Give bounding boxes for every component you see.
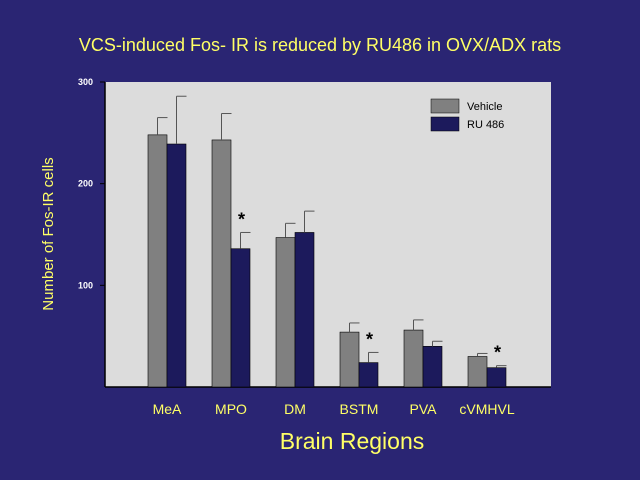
error-bars [157,95,507,368]
significance-star: * [366,329,373,349]
x-tick-label-mpo: MPO [215,401,247,417]
significance-star: * [238,209,245,229]
bar-vehicle-pva [403,329,424,388]
x-tick-label-bstm: BSTM [340,401,379,417]
bar-vehicle-mea [147,134,168,388]
bar-ru486-bstm [358,362,379,388]
bar-ru486-mpo [230,248,251,388]
bar-ru486-mea [166,143,187,388]
x-axis-label: Brain Regions [280,428,424,454]
significance-star: * [494,343,501,363]
x-tick-labels: MeA MPO DM BSTM PVA cVMHVL [153,401,515,417]
x-tick-label-cvmhvl: cVMHVL [459,401,514,417]
y-ticks: 100 200 300 [78,77,105,290]
legend-swatch [430,98,460,114]
bar-vehicle-cvmhvl [467,356,488,388]
x-tick-label-mea: MeA [153,401,182,417]
bar-vehicle-mpo [211,139,232,388]
legend-label: Vehicle [467,101,502,113]
bar-vehicle-dm [275,237,296,388]
bar-ru486-pva [422,346,443,388]
significance-markers: * * * [238,209,501,362]
x-tick-label-dm: DM [284,401,306,417]
y-tick-label: 100 [78,280,93,290]
slide-title: VCS-induced Fos- IR is reduced by RU486 … [78,35,562,55]
bar-ru486-cvmhvl [486,367,507,388]
y-tick-label: 200 [78,179,93,189]
x-tick-label-pva: PVA [410,401,438,417]
y-axis-label: Number of Fos-IR cells [40,157,57,310]
legend: Vehicle RU 486 [430,98,504,132]
bar-vehicle-bstm [339,331,360,388]
legend-label: RU 486 [467,119,504,131]
bars [147,134,507,388]
y-tick-label: 300 [78,77,93,87]
bar-ru486-dm [294,232,315,388]
legend-swatch [430,116,460,132]
